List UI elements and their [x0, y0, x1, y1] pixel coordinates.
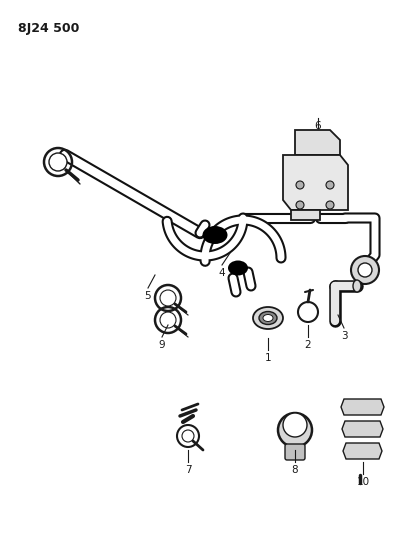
Ellipse shape: [252, 307, 282, 329]
Circle shape: [160, 312, 176, 328]
Polygon shape: [341, 421, 382, 437]
Text: 8: 8: [291, 465, 298, 475]
Ellipse shape: [202, 226, 227, 244]
Circle shape: [325, 181, 333, 189]
FancyBboxPatch shape: [284, 444, 304, 460]
Circle shape: [350, 256, 378, 284]
Text: 2: 2: [304, 340, 310, 350]
Polygon shape: [282, 155, 347, 210]
Text: 9: 9: [158, 340, 165, 350]
Ellipse shape: [227, 261, 247, 276]
Ellipse shape: [258, 311, 276, 325]
Text: 10: 10: [356, 477, 369, 487]
Polygon shape: [290, 210, 319, 220]
Text: 5: 5: [144, 291, 151, 301]
Text: 8J24 500: 8J24 500: [18, 22, 79, 35]
Circle shape: [277, 413, 311, 447]
Ellipse shape: [352, 280, 360, 292]
Text: 6: 6: [314, 121, 320, 131]
Polygon shape: [340, 399, 383, 415]
Circle shape: [295, 201, 303, 209]
Polygon shape: [342, 443, 381, 459]
Circle shape: [182, 430, 194, 442]
Text: 7: 7: [184, 465, 191, 475]
Circle shape: [295, 181, 303, 189]
Circle shape: [49, 153, 67, 171]
Ellipse shape: [262, 314, 272, 321]
Text: 3: 3: [340, 331, 346, 341]
Circle shape: [160, 290, 176, 306]
Text: 1: 1: [264, 353, 271, 363]
Text: 4: 4: [218, 268, 225, 278]
Circle shape: [282, 413, 306, 437]
Circle shape: [325, 201, 333, 209]
Polygon shape: [294, 130, 339, 155]
Circle shape: [357, 263, 371, 277]
